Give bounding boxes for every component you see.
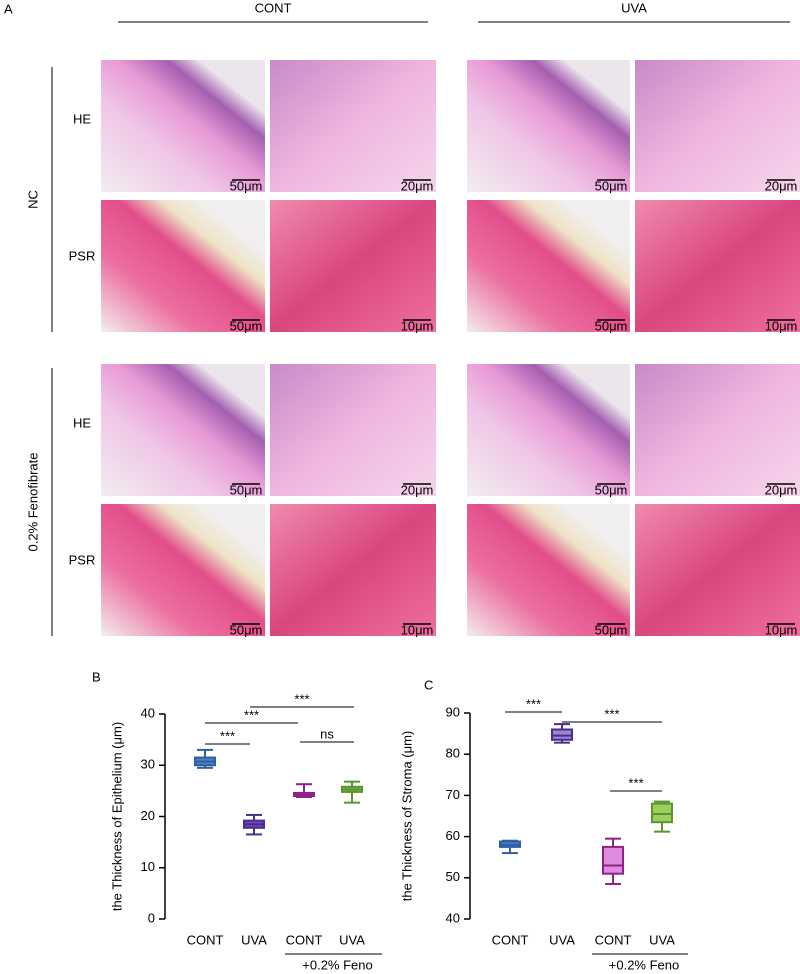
scale-bar-label: 10μm xyxy=(765,622,798,637)
box xyxy=(651,802,673,824)
y-tick-label: 50 xyxy=(446,869,460,884)
x-tick-label: CONT xyxy=(492,932,529,947)
box xyxy=(551,728,573,741)
x-tick-label: CONT xyxy=(286,932,323,947)
micrograph xyxy=(635,504,800,636)
y-tick-label: 0 xyxy=(148,910,155,925)
scale-bar-label: 50μm xyxy=(595,622,628,637)
micrograph xyxy=(270,504,436,636)
scale-bar-label: 20μm xyxy=(401,178,434,193)
micrograph xyxy=(270,364,436,496)
micrograph xyxy=(635,200,800,332)
x-tick-label: CONT xyxy=(187,932,224,947)
scale-bar-label: 50μm xyxy=(595,482,628,497)
panel-label: B xyxy=(92,669,101,684)
panel-label: C xyxy=(424,677,433,692)
significance-label: ns xyxy=(320,726,334,741)
scale-bar-label: 10μm xyxy=(401,318,434,333)
group-label: +0.2% Feno xyxy=(302,957,372,972)
y-tick-label: 20 xyxy=(141,808,155,823)
panel-label: A xyxy=(4,1,13,16)
y-tick-label: 40 xyxy=(446,910,460,925)
scale-bar-label: 20μm xyxy=(401,482,434,497)
scale-bar-label: 50μm xyxy=(230,318,263,333)
column-label: UVA xyxy=(621,0,647,15)
row-label: PSR xyxy=(69,552,96,567)
significance-label: *** xyxy=(604,706,619,721)
y-tick-label: 90 xyxy=(446,704,460,719)
significance-label: *** xyxy=(526,696,541,711)
row-label: HE xyxy=(73,111,91,126)
y-tick-label: 70 xyxy=(446,787,460,802)
x-tick-label: UVA xyxy=(549,932,575,947)
scale-bar-label: 10μm xyxy=(765,318,798,333)
row-label: PSR xyxy=(69,248,96,263)
x-tick-label: UVA xyxy=(339,932,365,947)
micrograph xyxy=(101,504,265,636)
scale-bar-label: 50μm xyxy=(230,622,263,637)
group-label: NC xyxy=(25,190,40,209)
micrograph xyxy=(101,60,265,192)
scale-bar-label: 50μm xyxy=(230,178,263,193)
scale-bar-label: 50μm xyxy=(230,482,263,497)
micrograph xyxy=(270,200,436,332)
box xyxy=(602,845,624,875)
micrograph xyxy=(101,364,265,496)
significance-label: *** xyxy=(220,728,235,743)
x-tick-label: UVA xyxy=(241,932,267,947)
row-label: HE xyxy=(73,415,91,430)
micrograph xyxy=(635,60,800,192)
scale-bar-label: 10μm xyxy=(401,622,434,637)
micrograph xyxy=(467,364,630,496)
micrograph xyxy=(635,364,800,496)
x-tick-label: UVA xyxy=(649,932,675,947)
y-tick-label: 30 xyxy=(141,757,155,772)
micrograph xyxy=(270,60,436,192)
y-tick-label: 60 xyxy=(446,828,460,843)
micrograph xyxy=(467,200,630,332)
significance-label: *** xyxy=(628,775,643,790)
scale-bar-label: 20μm xyxy=(765,482,798,497)
y-axis-label: the Thickness of Stroma (μm) xyxy=(399,731,414,902)
y-tick-label: 10 xyxy=(141,859,155,874)
y-tick-label: 40 xyxy=(141,705,155,720)
y-tick-label: 80 xyxy=(446,746,460,761)
scale-bar-label: 20μm xyxy=(765,178,798,193)
column-label: CONT xyxy=(255,0,292,15)
group-label: 0.2% Fenofibrate xyxy=(25,452,40,551)
group-label: +0.2% Feno xyxy=(609,957,679,972)
significance-label: *** xyxy=(244,707,259,722)
scale-bar-label: 50μm xyxy=(595,178,628,193)
micrograph xyxy=(101,200,265,332)
significance-label: *** xyxy=(294,691,309,706)
micrograph xyxy=(467,504,630,636)
y-axis-label: the Thickness of Epithelium (μm) xyxy=(109,722,124,911)
x-tick-label: CONT xyxy=(595,932,632,947)
scale-bar-label: 50μm xyxy=(595,318,628,333)
micrograph xyxy=(467,60,630,192)
